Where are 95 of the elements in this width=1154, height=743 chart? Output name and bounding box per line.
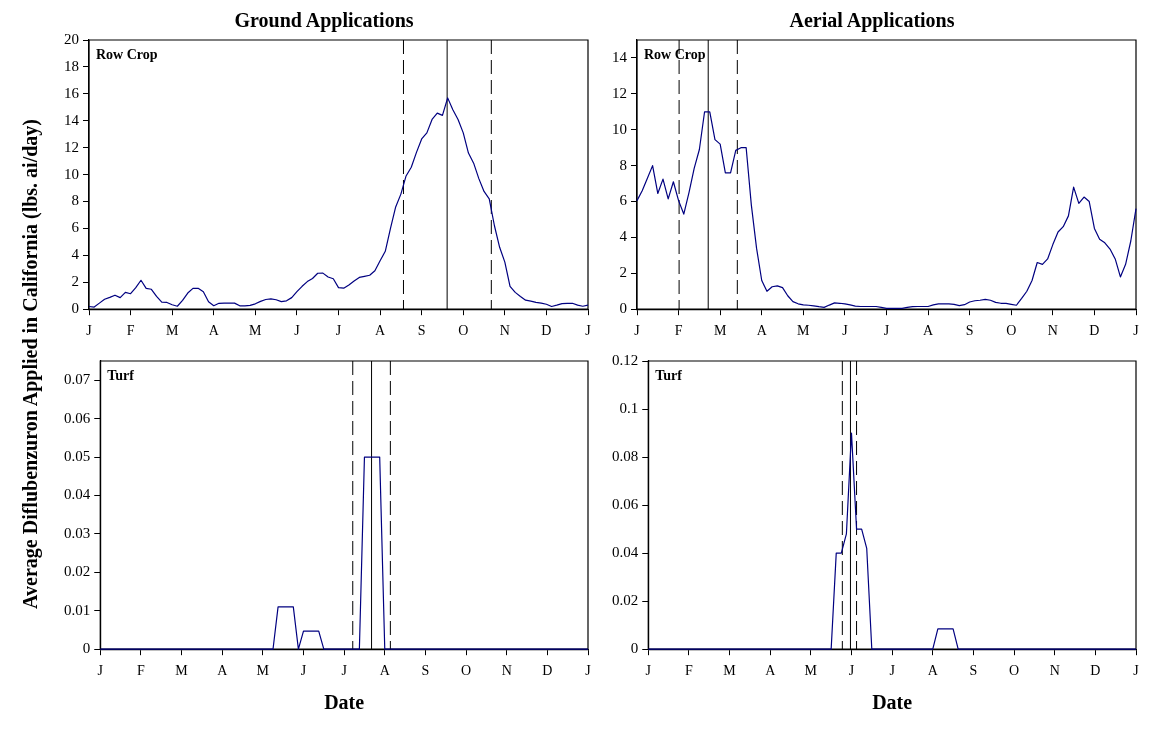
y-tick-label: 8 <box>71 192 79 209</box>
y-tick-label: 20 <box>64 30 79 47</box>
x-tick-label: A <box>927 663 939 679</box>
x-tick-label: M <box>256 663 270 679</box>
y-tick-label: 0 <box>630 640 639 657</box>
x-tick-label: J <box>300 663 307 679</box>
y-tick-label: 12 <box>612 84 627 101</box>
x-tick-label: S <box>965 323 974 339</box>
y-tick-label: 0 <box>71 300 79 317</box>
x-tick-label: J <box>848 663 855 679</box>
x-tick-label: A <box>379 663 391 679</box>
y-tick-label: 14 <box>64 111 80 128</box>
y-tick-label: 0.06 <box>612 496 639 513</box>
x-tick-label: M <box>249 323 263 339</box>
x-tick-label: J <box>341 663 348 679</box>
x-tick-label: J <box>97 663 104 679</box>
x-tick-label: M <box>804 663 818 679</box>
x-tick-label: D <box>1090 663 1101 679</box>
y-tick-label: 0 <box>82 640 91 657</box>
x-tick-label: M <box>723 663 737 679</box>
y-tick-label: 4 <box>619 228 628 245</box>
x-axis-title: Date <box>872 691 913 714</box>
x-tick-label: M <box>165 323 179 339</box>
x-tick-label: D <box>542 663 553 679</box>
x-tick-label: F <box>126 323 135 339</box>
x-tick-label: J <box>645 663 652 679</box>
annotation: Turf <box>107 367 135 383</box>
y-tick-label: 2 <box>619 264 627 281</box>
y-axis-title: Average Diflubenzuron Applied in California (lbs. ai/day) <box>18 119 42 609</box>
x-tick-label: J <box>294 323 301 339</box>
x-tick-label: N <box>1047 323 1058 339</box>
x-tick-label: A <box>208 323 220 339</box>
y-tick-label: 0.02 <box>64 563 91 580</box>
x-tick-label: J <box>1133 663 1140 679</box>
annotation: Row Crop <box>644 46 706 62</box>
x-tick-label: F <box>137 663 145 679</box>
x-tick-label: A <box>375 323 387 339</box>
x-tick-label: M <box>175 663 189 679</box>
y-tick-label: 0.1 <box>619 399 639 416</box>
x-tick-label: F <box>674 323 683 339</box>
x-tick-label: O <box>1009 663 1020 679</box>
x-tick-label: J <box>842 323 849 339</box>
y-tick-label: 0.05 <box>64 448 91 464</box>
x-tick-label: N <box>1049 663 1060 679</box>
y-tick-label: 0.01 <box>64 601 91 618</box>
x-tick-label: J <box>1133 323 1140 339</box>
x-tick-label: O <box>1006 323 1017 339</box>
x-tick-label: J <box>889 663 896 679</box>
annotation: Row Crop <box>96 46 158 62</box>
x-tick-label: S <box>421 663 430 679</box>
x-tick-label: A <box>923 323 935 339</box>
x-tick-label: M <box>797 323 811 339</box>
y-tick-label: 12 <box>64 138 79 155</box>
y-tick-label: 0.02 <box>612 592 639 609</box>
x-tick-label: M <box>713 323 727 339</box>
x-tick-label: O <box>458 323 469 339</box>
y-tick-label: 8 <box>619 156 627 173</box>
x-tick-label: J <box>883 323 890 339</box>
x-tick-label: J <box>634 323 641 339</box>
y-tick-label: 0.08 <box>612 448 639 464</box>
x-tick-label: J <box>585 663 592 679</box>
x-tick-label: J <box>585 323 592 339</box>
y-tick-label: 16 <box>64 84 80 101</box>
x-tick-label: A <box>756 323 768 339</box>
chart-title: Aerial Applications <box>789 9 955 33</box>
x-tick-label: J <box>86 323 93 339</box>
y-tick-label: 0.06 <box>64 409 91 426</box>
x-tick-label: D <box>1089 323 1100 339</box>
y-tick-label: 2 <box>71 273 79 290</box>
x-tick-label: O <box>461 663 472 679</box>
y-tick-label: 0.04 <box>64 486 91 503</box>
x-tick-label: A <box>765 663 777 679</box>
y-tick-label: 10 <box>64 165 79 182</box>
y-tick-label: 0.03 <box>64 524 91 541</box>
chart-title: Ground Applications <box>234 9 414 33</box>
x-tick-label: F <box>685 663 693 679</box>
annotation: Turf <box>655 367 683 383</box>
y-tick-label: 0.12 <box>612 351 639 368</box>
x-tick-label: S <box>417 323 426 339</box>
y-tick-label: 0.07 <box>64 371 91 388</box>
y-tick-label: 0 <box>619 300 627 317</box>
x-tick-label: J <box>335 323 342 339</box>
y-tick-label: 10 <box>612 120 627 137</box>
y-tick-label: 0.04 <box>612 544 639 561</box>
x-tick-label: N <box>499 323 510 339</box>
x-tick-label: D <box>541 323 552 339</box>
y-tick-label: 6 <box>71 219 80 236</box>
x-axis-title: Date <box>324 691 365 714</box>
y-tick-label: 14 <box>612 48 628 65</box>
y-tick-label: 18 <box>64 57 79 74</box>
x-tick-label: S <box>969 663 978 679</box>
x-tick-label: A <box>217 663 229 679</box>
y-tick-label: 6 <box>619 192 628 209</box>
y-tick-label: 4 <box>71 246 80 263</box>
x-tick-label: N <box>501 663 512 679</box>
